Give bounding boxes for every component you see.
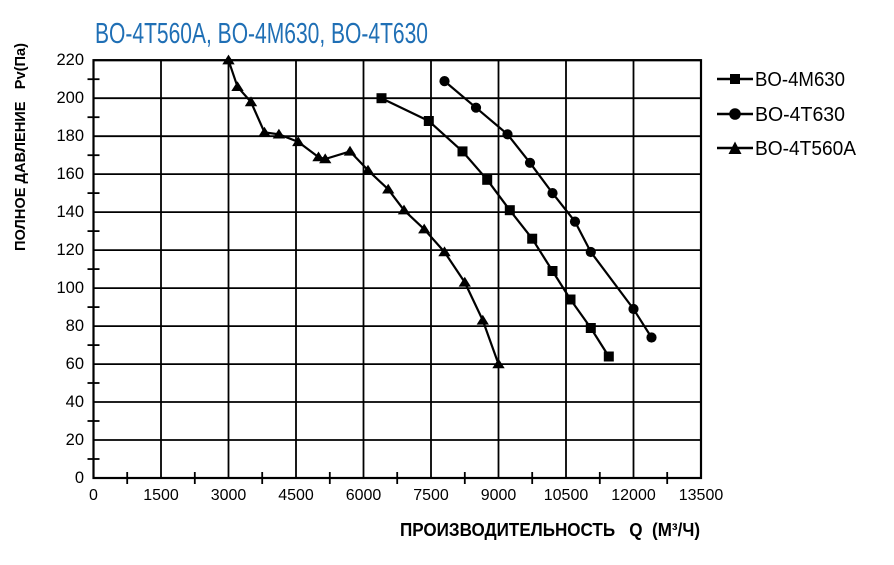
svg-text:13500: 13500 <box>679 487 724 504</box>
svg-text:7500: 7500 <box>413 487 449 504</box>
svg-text:40: 40 <box>66 393 84 411</box>
svg-text:10500: 10500 <box>544 487 589 504</box>
svg-text:0: 0 <box>89 487 98 504</box>
svg-text:6000: 6000 <box>346 487 382 504</box>
svg-text:BO-4M630: BO-4M630 <box>755 69 845 91</box>
svg-text:BO-4T630: BO-4T630 <box>755 104 845 126</box>
svg-text:180: 180 <box>56 127 84 145</box>
svg-text:220: 220 <box>56 51 84 69</box>
svg-text:ПОЛНОЕ ДАВЛЕНИЕ Pv(Па): ПОЛНОЕ ДАВЛЕНИЕ Pv(Па) <box>12 43 29 251</box>
svg-text:4500: 4500 <box>278 487 314 504</box>
svg-text:140: 140 <box>56 203 84 221</box>
svg-text:BO-4T560A: BO-4T560A <box>755 138 857 160</box>
svg-text:12000: 12000 <box>611 487 656 504</box>
svg-text:1500: 1500 <box>143 487 179 504</box>
svg-text:120: 120 <box>56 241 84 259</box>
svg-text:80: 80 <box>66 317 84 335</box>
svg-text:20: 20 <box>66 431 84 449</box>
svg-text:9000: 9000 <box>481 487 517 504</box>
svg-text:160: 160 <box>56 165 84 183</box>
svg-text:100: 100 <box>56 279 84 297</box>
svg-text:ПРОИЗВОДИТЕЛЬНОСТЬ Q (М³/Ч): ПРОИЗВОДИТЕЛЬНОСТЬ Q (М³/Ч) <box>400 519 700 540</box>
svg-text:200: 200 <box>56 89 84 107</box>
svg-text:3000: 3000 <box>211 487 247 504</box>
svg-text:60: 60 <box>66 355 84 373</box>
svg-text:0: 0 <box>75 469 84 487</box>
svg-text:BO-4T560A, BO-4M630, BO-4T630: BO-4T560A, BO-4M630, BO-4T630 <box>95 18 428 50</box>
